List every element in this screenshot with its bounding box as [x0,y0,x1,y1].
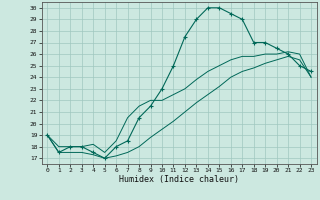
X-axis label: Humidex (Indice chaleur): Humidex (Indice chaleur) [119,175,239,184]
